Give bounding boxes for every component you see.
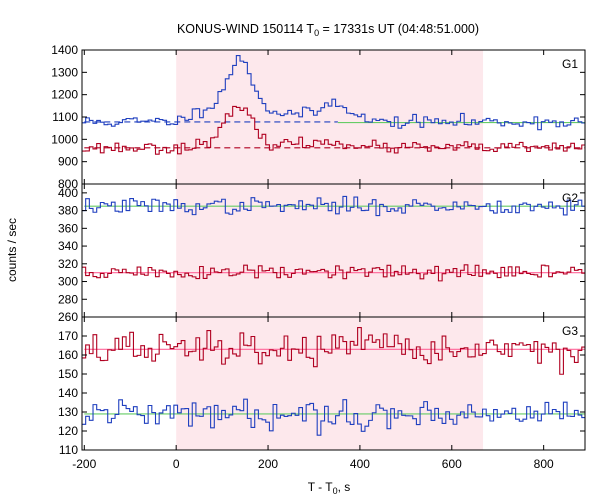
y-tick-label-panel-1: 900 bbox=[58, 155, 78, 169]
chart-title: KONUS-WIND 150114 T0 = 17331s UT (04:48:… bbox=[177, 22, 479, 38]
x-tick-label: 800 bbox=[534, 457, 554, 471]
series-line-panel-3-2 bbox=[82, 398, 585, 436]
y-tick-label-panel-1: 1400 bbox=[51, 43, 78, 57]
series-line-panel-2-1 bbox=[82, 195, 585, 217]
y-tick-label-panel-2: 280 bbox=[58, 292, 78, 306]
y-tick-label-panel-2: 300 bbox=[58, 275, 78, 289]
y-tick-label-panel-1: 800 bbox=[58, 177, 78, 191]
panel-label-g3: G3 bbox=[562, 324, 578, 338]
series-line-panel-3-1 bbox=[82, 327, 585, 375]
panel-frame-3 bbox=[81, 316, 586, 451]
highlight-interval-panel-1 bbox=[176, 50, 484, 184]
y-tick-label-panel-3: 120 bbox=[58, 424, 78, 438]
ticks-layer: 8009001000110012001300140026028030032034… bbox=[51, 43, 585, 471]
highlight-interval-panel-2 bbox=[176, 184, 484, 317]
y-tick-label-panel-2: 400 bbox=[58, 186, 78, 200]
y-tick-label-panel-3: 160 bbox=[58, 348, 78, 362]
y-tick-label-panel-2: 340 bbox=[58, 239, 78, 253]
x-tick-label: 600 bbox=[442, 457, 462, 471]
highlight-interval-panel-3 bbox=[176, 317, 484, 450]
series-line-panel-1-2 bbox=[82, 105, 585, 155]
y-tick-label-panel-2: 320 bbox=[58, 257, 78, 271]
y-tick-label-panel-1: 1100 bbox=[52, 110, 78, 124]
y-tick-label-panel-2: 360 bbox=[58, 221, 78, 235]
y-tick-label-panel-1: 1200 bbox=[51, 88, 78, 102]
y-tick-label-panel-3: 150 bbox=[58, 367, 78, 381]
x-tick-label: 200 bbox=[258, 457, 278, 471]
x-tick-label: 0 bbox=[173, 457, 180, 471]
series-line-panel-2-2 bbox=[82, 264, 585, 282]
panel-label-g1: G1 bbox=[562, 57, 578, 71]
series-line-panel-1-1 bbox=[82, 55, 585, 131]
y-tick-label-panel-3: 170 bbox=[58, 329, 78, 343]
x-tick-label: 400 bbox=[350, 457, 370, 471]
y-tick-label-panel-1: 1300 bbox=[51, 65, 78, 79]
y-tick-label-panel-2: 380 bbox=[58, 204, 78, 218]
y-tick-label-panel-2: 260 bbox=[58, 310, 78, 324]
panel-label-g2: G2 bbox=[562, 191, 578, 205]
y-tick-label-panel-3: 140 bbox=[58, 386, 78, 400]
x-tick-label: -200 bbox=[72, 457, 96, 471]
y-tick-label-panel-3: 110 bbox=[59, 443, 78, 457]
y-tick-label-panel-1: 1000 bbox=[51, 132, 78, 146]
y-axis-label: counts / sec bbox=[5, 218, 19, 282]
y-tick-label-panel-3: 130 bbox=[58, 405, 78, 419]
x-axis-label: T - T0, s bbox=[308, 480, 351, 496]
series-layer bbox=[82, 55, 585, 436]
shaded-interval-layer bbox=[176, 50, 484, 450]
